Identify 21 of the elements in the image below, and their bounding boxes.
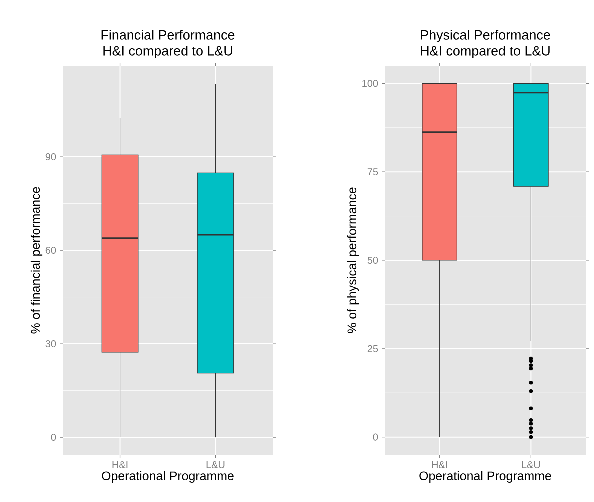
chart-subtitle: H&I compared to L&U <box>104 46 232 58</box>
y-axis-title: % of financial performance <box>30 187 43 334</box>
y-tick-label: 0 <box>51 434 56 442</box>
x-tick-label: L&U <box>522 462 540 468</box>
y-tick-label: 90 <box>46 153 56 161</box>
y-tick-label: 30 <box>46 340 56 348</box>
y-axis-title: % of physical performance <box>347 188 360 334</box>
x-tick-label: H&I <box>112 462 128 468</box>
x-axis-title: Operational Programme <box>102 471 234 483</box>
y-tick-label: 60 <box>46 247 56 254</box>
chart-subtitle: H&I compared to L&U <box>421 46 550 58</box>
x-tick-label: H&I <box>432 462 448 468</box>
chart-title: Physical Performance <box>421 30 550 43</box>
chart-title: Financial Performance <box>102 30 235 40</box>
y-tick-label: 50 <box>368 256 378 264</box>
y-tick-label: 100 <box>362 80 378 88</box>
y-tick-label: 0 <box>373 434 378 441</box>
y-tick-label: 25 <box>368 345 378 352</box>
x-tick-label: L&U <box>206 462 225 468</box>
x-axis-title: Operational Programme <box>420 471 552 483</box>
y-tick-label: 75 <box>368 168 378 176</box>
